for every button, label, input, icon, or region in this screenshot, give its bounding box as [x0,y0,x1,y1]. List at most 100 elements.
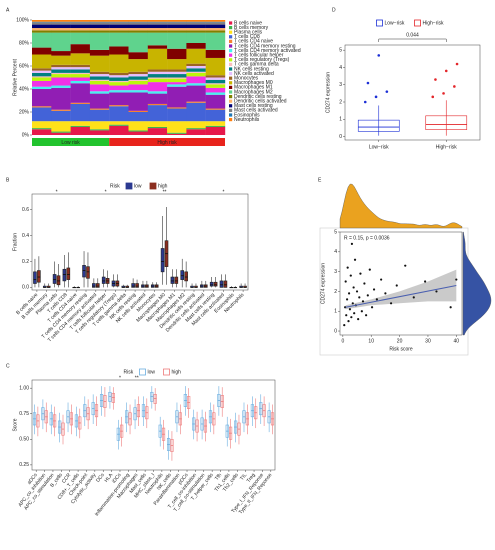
legend-label: low [148,369,156,375]
bar-segment [167,20,187,22]
bar-segment [51,69,71,73]
bar-segment [70,74,91,78]
bar-segment [147,22,168,25]
x-tick-label: 40 [454,338,460,344]
bar-segment [109,92,129,106]
bar-segment [32,70,52,73]
bar-segment [89,22,110,25]
bar-segment [147,82,168,92]
outlier [385,90,389,93]
legend-label: Eosinophils [234,112,260,118]
legend-title: Risk [124,369,134,375]
bar-segment [89,21,110,23]
bar-segment [109,121,129,125]
bar-segment [89,93,110,109]
legend-label: Mast cells resting [234,103,273,109]
bar-segment [70,67,91,70]
y-axis-label: CD274 expression [325,72,331,113]
bar-segment [70,28,91,31]
legend-swatch [229,81,233,85]
box [37,270,41,283]
y-density [462,231,492,336]
bar-segment [70,22,91,25]
point [368,268,371,271]
bar-segment [51,77,71,86]
point [348,308,352,311]
bar-segment [147,24,168,29]
bar-segment [205,109,226,122]
bar-segment [167,22,187,25]
bar-segment [186,43,206,49]
y-tick-label: 0.0 [22,285,29,291]
bar-segment [205,92,226,95]
bar-segment [51,28,71,31]
bar-segment [109,125,129,135]
bar-segment [186,128,206,130]
panel-label: B [6,177,10,183]
x-tick-label: HLA [104,472,115,484]
group-bar [109,138,225,146]
x-tick-label: Low−risk [369,144,389,150]
group-bar [32,138,110,146]
bar-segment [70,69,91,73]
legend-swatch [229,67,233,71]
bar-segment [51,24,71,29]
significance: * [222,189,224,195]
x-tick-label: 10 [368,338,374,344]
box [213,281,218,287]
bar-segment [109,30,129,33]
bar-segment [128,32,148,53]
bar-segment [128,24,148,29]
bar-segment [89,84,110,92]
bar-segment [147,126,168,129]
bar-segment [70,30,91,33]
bar-segment [167,32,187,49]
bar-segment [186,83,206,86]
box [160,248,165,273]
box [174,276,179,284]
bar-segment [205,87,226,93]
bar-segment [147,45,168,49]
x-tick-label: 30 [425,338,431,344]
panel-label: C [6,363,10,369]
bar-segment [167,69,187,72]
box [66,267,71,280]
bar-segment [109,32,129,47]
point [412,296,415,299]
bar-segment [70,83,91,103]
bar-segment [89,71,110,75]
bar-segment [167,24,187,29]
bar-segment [128,74,148,77]
bar-segment [109,54,129,73]
x-axis-label: Risk score [389,346,413,352]
significance: * [119,375,121,381]
legend-label: T cells CD4 naive [234,39,273,45]
bar-segment [70,24,91,29]
bar-segment [205,49,226,58]
bar-segment [109,77,129,81]
bar-segment [32,24,52,29]
legend-swatch [229,21,233,25]
bar-segment [205,32,226,50]
box [101,276,106,284]
outlier [442,92,445,95]
bar-segment [32,22,52,25]
box [86,266,90,279]
x-tick-label: iDCs [111,472,123,485]
y-tick-label: 4 [339,65,342,71]
legend-swatch [229,62,233,66]
legend-label: T cells CD8 [234,34,260,40]
bar-segment [70,64,91,68]
bar-segment [32,121,52,129]
legend-swatch [229,104,233,108]
y-tick-label: 0.25 [19,462,29,468]
y-tick-label: 60% [19,63,30,69]
y-tick-label: 20% [19,109,30,115]
x-density [339,183,463,229]
box [82,265,86,278]
y-tick-label: 2 [334,289,337,295]
bar-segment [109,106,129,122]
bar-segment [70,21,91,23]
x-tick-label: DCs [95,472,106,484]
bar-segment [147,32,168,46]
